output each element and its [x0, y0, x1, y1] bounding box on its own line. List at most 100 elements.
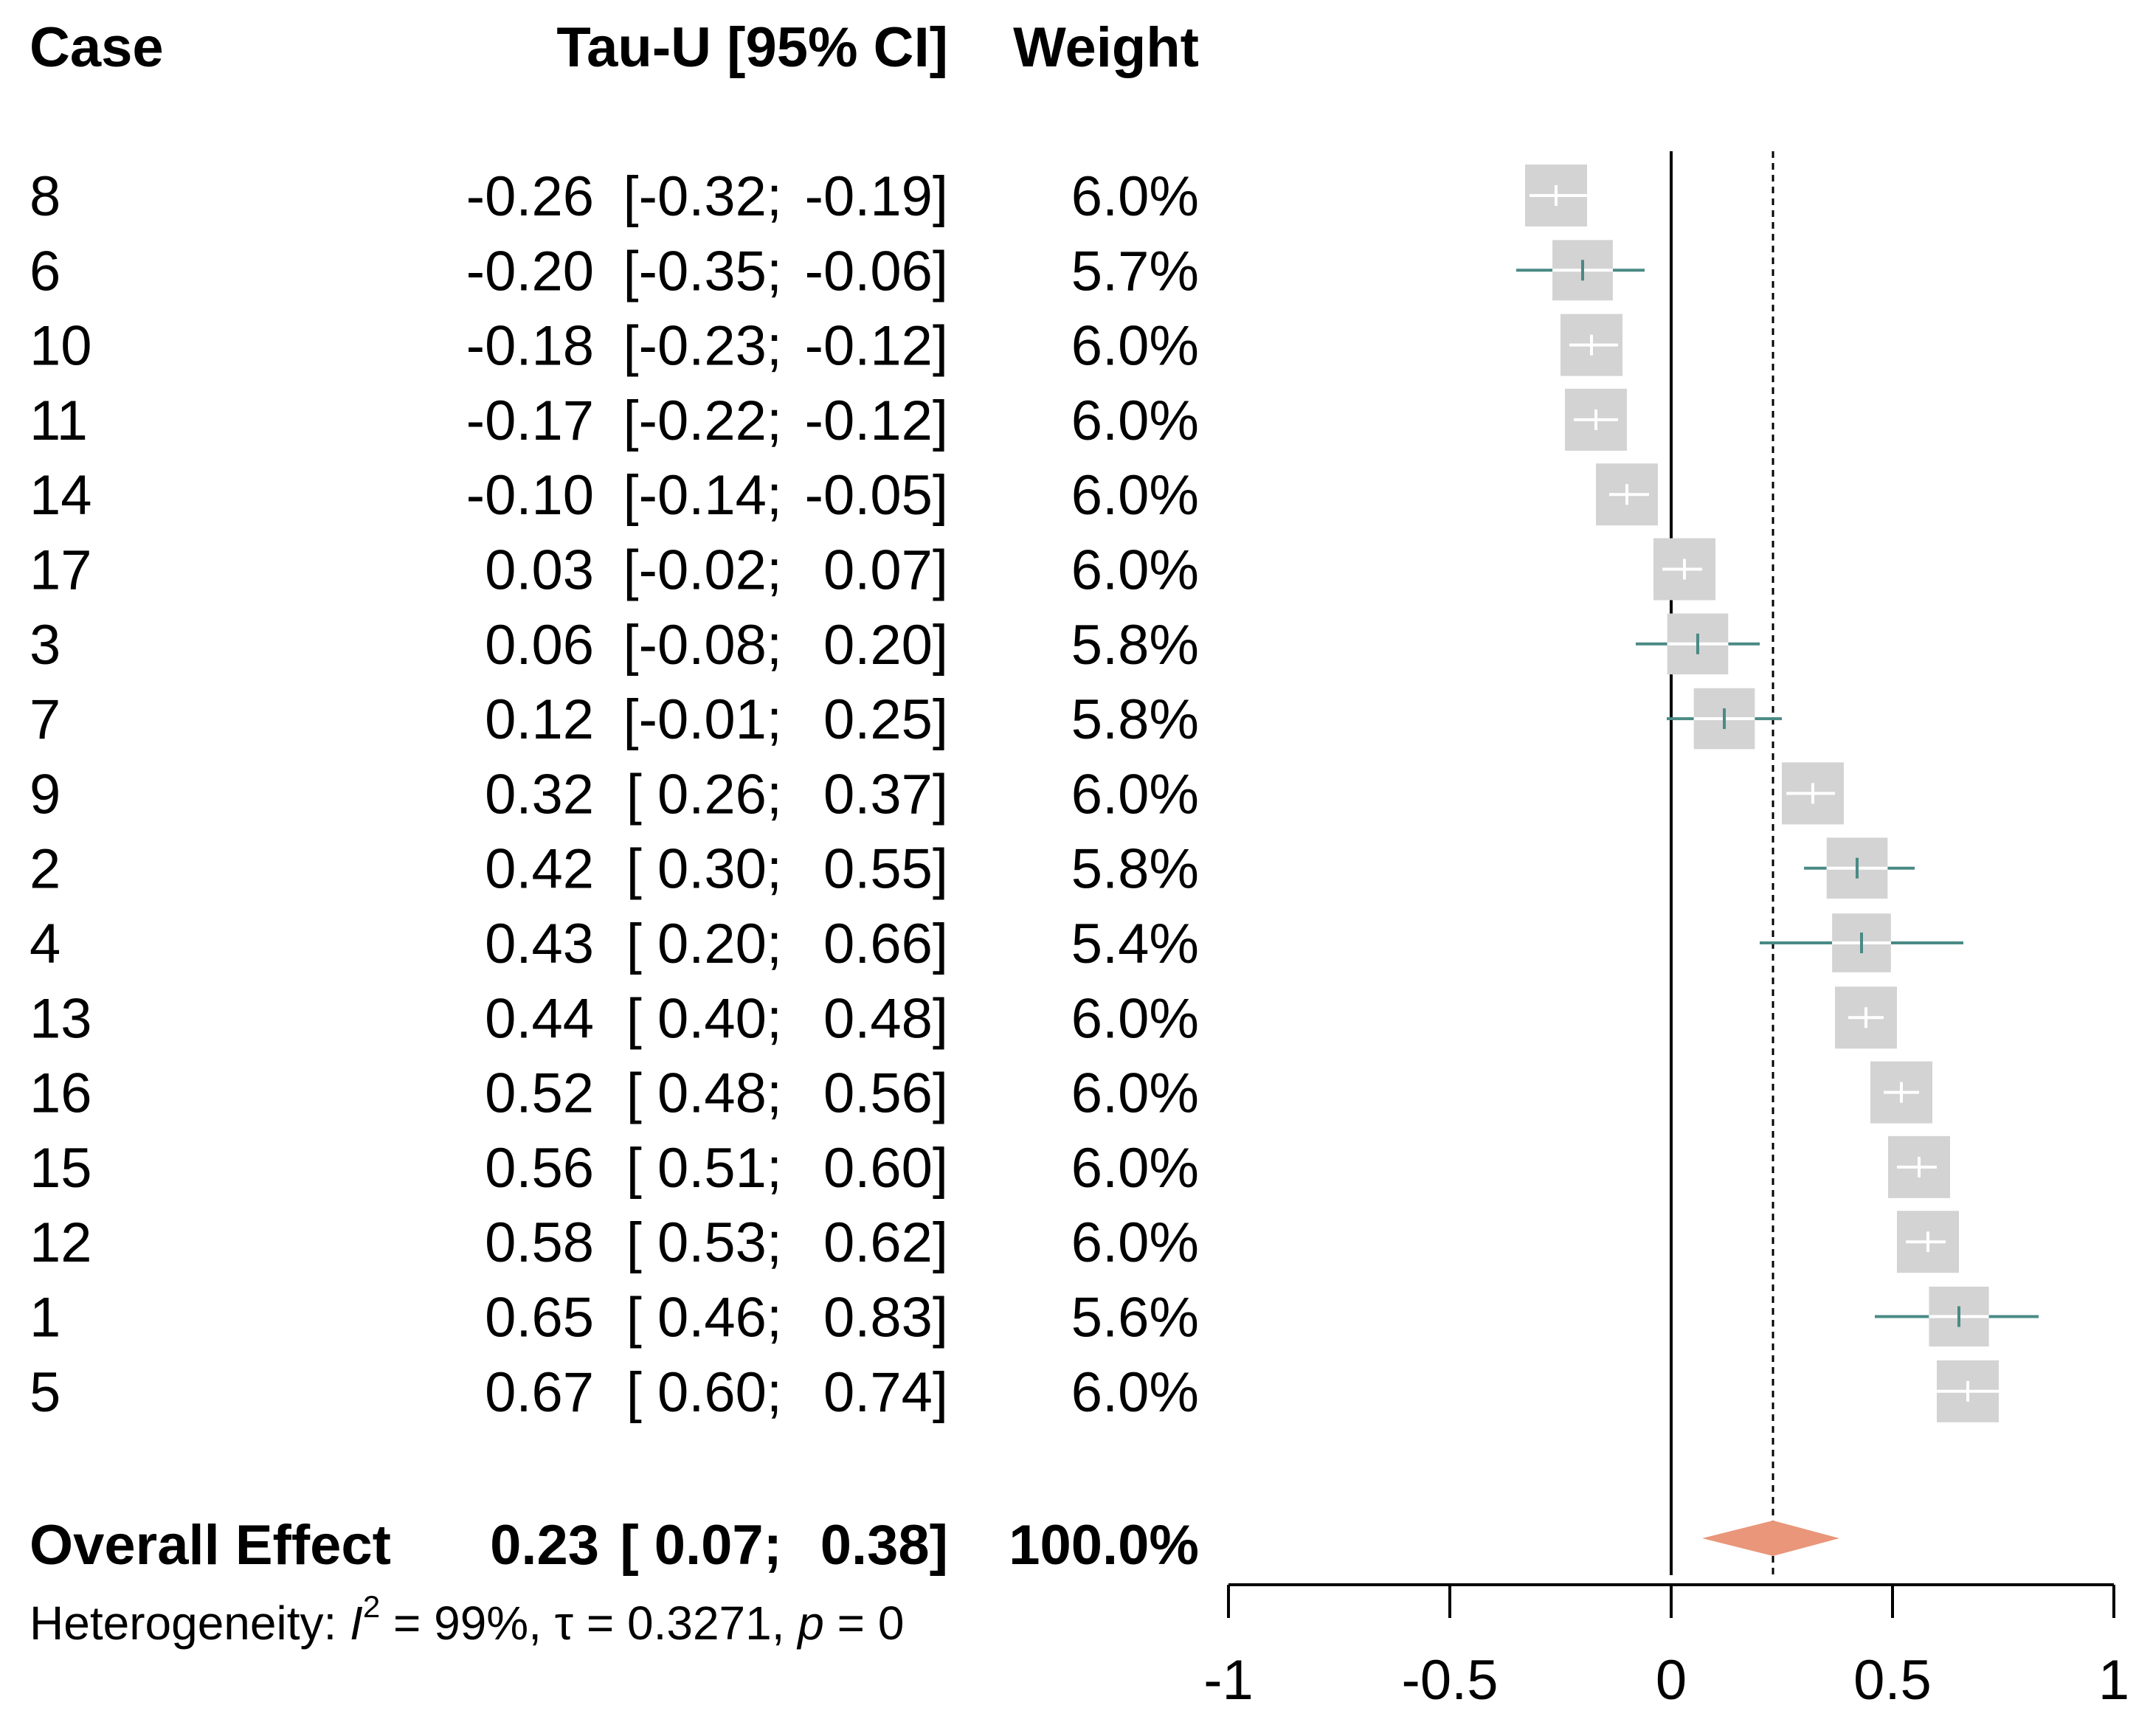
row-ci-lower: [ 0.46; — [626, 1287, 782, 1349]
row-estimate: 0.06 — [485, 614, 594, 677]
row-case-label: 11 — [30, 390, 88, 452]
row-ci-upper: 0.74] — [823, 1361, 948, 1424]
row-weight: 6.0% — [1071, 1361, 1199, 1424]
row-ci-upper: 0.62] — [823, 1211, 948, 1274]
overall-label: Overall Effect — [30, 1514, 391, 1577]
row-ci-upper: 0.66] — [823, 913, 948, 975]
row-weight: 6.0% — [1071, 539, 1199, 602]
row-weight: 5.4% — [1071, 913, 1199, 975]
row-case-label: 10 — [30, 315, 92, 378]
het-i2-rest: = 99%, τ = 0.3271, — [380, 1597, 798, 1650]
x-tick-label: 1 — [2098, 1649, 2129, 1712]
row-estimate: -0.26 — [466, 165, 594, 228]
row-ci-lower: [ 0.20; — [626, 913, 782, 975]
row-weight: 5.7% — [1071, 240, 1199, 302]
row-ci-upper: -0.06] — [805, 240, 948, 302]
row-case-label: 16 — [30, 1062, 92, 1125]
header-case: Case — [30, 16, 164, 79]
overall-estimate: 0.23 — [490, 1514, 599, 1577]
row-ci-lower: [ 0.53; — [626, 1211, 782, 1274]
row-weight: 5.6% — [1071, 1287, 1199, 1349]
row-estimate: 0.58 — [485, 1211, 594, 1274]
row-case-label: 8 — [30, 165, 61, 228]
row-weight: 5.8% — [1071, 838, 1199, 901]
row-case-label: 13 — [30, 987, 92, 1050]
row-ci-lower: [-0.35; — [623, 240, 782, 302]
row-case-label: 15 — [30, 1137, 92, 1200]
overall-diamond — [1702, 1521, 1839, 1556]
row-weight: 6.0% — [1071, 1062, 1199, 1125]
row-case-label: 4 — [30, 913, 61, 975]
row-weight: 6.0% — [1071, 1211, 1199, 1274]
row-ci-lower: [-0.08; — [623, 614, 782, 677]
row-ci-lower: [-0.01; — [623, 688, 782, 751]
row-ci-upper: 0.83] — [823, 1287, 948, 1349]
heterogeneity-stats: Heterogeneity: I2 = 99%, τ = 0.3271, p =… — [30, 1589, 904, 1650]
row-ci-lower: [-0.14; — [623, 464, 782, 527]
row-case-label: 1 — [30, 1287, 61, 1349]
row-weight: 6.0% — [1071, 165, 1199, 228]
row-ci-upper: -0.12] — [805, 390, 948, 452]
row-estimate: 0.32 — [485, 763, 594, 826]
row-estimate: 0.65 — [485, 1287, 594, 1349]
row-weight: 6.0% — [1071, 464, 1199, 527]
row-ci-upper: 0.20] — [823, 614, 948, 677]
row-weight: 6.0% — [1071, 390, 1199, 452]
het-i2-symbol: I — [350, 1597, 363, 1650]
row-estimate: 0.52 — [485, 1062, 594, 1125]
row-case-label: 3 — [30, 614, 61, 677]
row-estimate: 0.67 — [485, 1361, 594, 1424]
study-rows-text: 8 -0.26 [-0.32; -0.19] 6.0% 6 -0.20 [-0.35; -0.0… — [30, 165, 1199, 1424]
row-case-label: 6 — [30, 240, 61, 302]
het-i2-exp: 2 — [363, 1589, 380, 1624]
x-tick-label: 0 — [1656, 1649, 1687, 1712]
row-ci-lower: [ 0.51; — [626, 1137, 782, 1200]
row-estimate: -0.18 — [466, 315, 594, 378]
header-weight: Weight — [1013, 16, 1199, 79]
row-ci-upper: -0.12] — [805, 315, 948, 378]
row-estimate: 0.42 — [485, 838, 594, 901]
row-ci-upper: -0.05] — [805, 464, 948, 527]
row-ci-upper: 0.56] — [823, 1062, 948, 1125]
row-ci-lower: [-0.02; — [623, 539, 782, 602]
row-ci-lower: [-0.22; — [623, 390, 782, 452]
plot-area: -1 -0.5 0 0.5 1 — [1203, 151, 2129, 1712]
row-ci-upper: 0.60] — [823, 1137, 948, 1200]
row-case-label: 14 — [30, 464, 92, 527]
row-ci-upper: 0.25] — [823, 688, 948, 751]
row-case-label: 17 — [30, 539, 92, 602]
row-weight: 6.0% — [1071, 987, 1199, 1050]
het-p-symbol: p — [796, 1597, 824, 1650]
row-estimate: 0.43 — [485, 913, 594, 975]
x-tick-label: -0.5 — [1402, 1649, 1499, 1712]
row-weight: 5.8% — [1071, 614, 1199, 677]
row-case-label: 7 — [30, 688, 61, 751]
row-ci-lower: [ 0.40; — [626, 987, 782, 1050]
het-p-rest: = 0 — [824, 1597, 905, 1650]
row-case-label: 12 — [30, 1211, 92, 1274]
row-estimate: 0.03 — [485, 539, 594, 602]
row-ci-lower: [-0.32; — [623, 165, 782, 228]
row-ci-upper: 0.55] — [823, 838, 948, 901]
row-estimate: 0.56 — [485, 1137, 594, 1200]
row-weight: 6.0% — [1071, 763, 1199, 826]
row-estimate: -0.20 — [466, 240, 594, 302]
row-ci-upper: -0.19] — [805, 165, 948, 228]
row-ci-lower: [ 0.30; — [626, 838, 782, 901]
overall-ci-upper: 0.38] — [820, 1514, 948, 1577]
row-ci-lower: [ 0.48; — [626, 1062, 782, 1125]
x-tick-label: -1 — [1203, 1649, 1254, 1712]
row-ci-upper: 0.37] — [823, 763, 948, 826]
row-weight: 6.0% — [1071, 1137, 1199, 1200]
overall-weight: 100.0% — [1009, 1514, 1199, 1577]
header-estimate: Tau-U [95% CI] — [556, 16, 948, 79]
row-weight: 6.0% — [1071, 315, 1199, 378]
row-estimate: -0.17 — [466, 390, 594, 452]
row-ci-lower: [ 0.26; — [626, 763, 782, 826]
row-ci-lower: [-0.23; — [623, 315, 782, 378]
row-estimate: -0.10 — [466, 464, 594, 527]
overall-ci-lower: [ 0.07; — [620, 1514, 782, 1577]
row-ci-lower: [ 0.60; — [626, 1361, 782, 1424]
row-case-label: 9 — [30, 763, 61, 826]
